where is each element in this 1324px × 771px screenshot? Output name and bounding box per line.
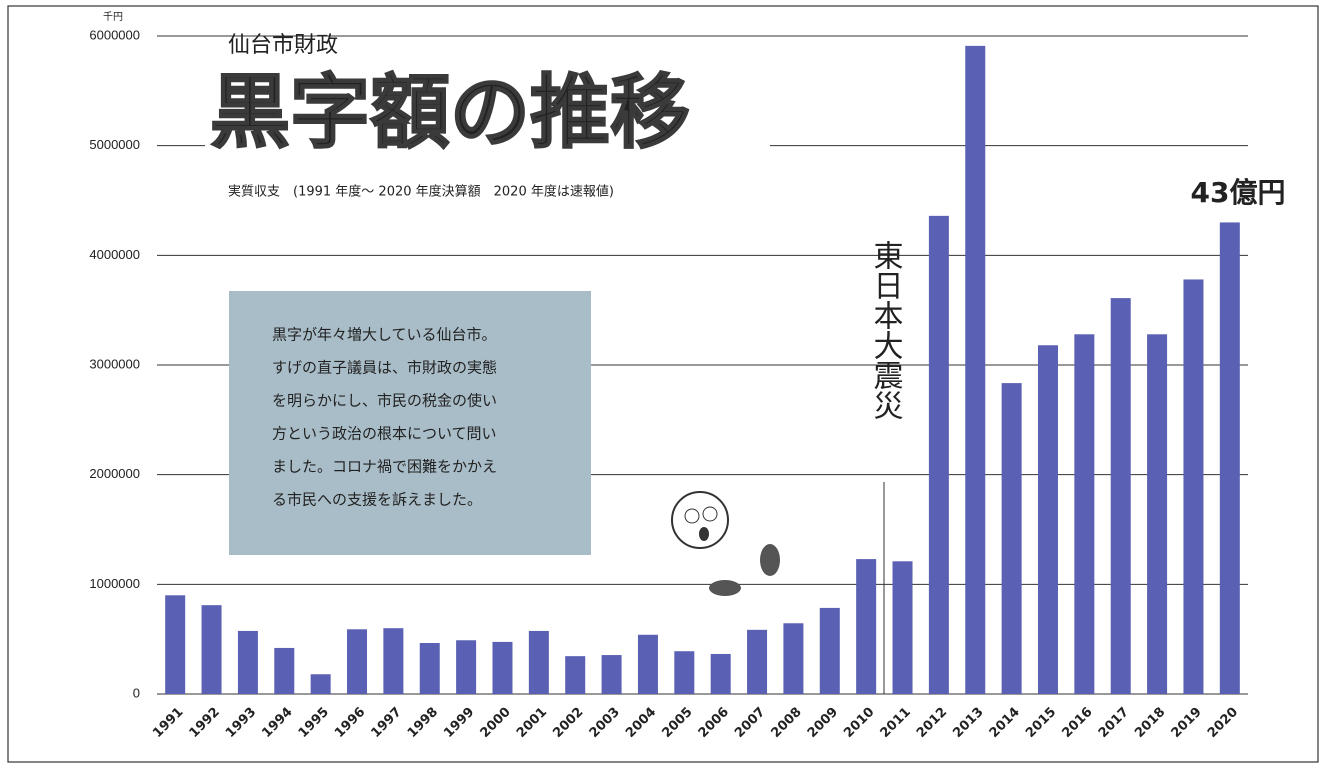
- bar: [383, 628, 403, 694]
- bar: [711, 654, 731, 694]
- bar: [893, 561, 913, 694]
- bar: [347, 629, 367, 694]
- bar: [602, 655, 622, 694]
- bar: [674, 651, 694, 694]
- note-line: を明らかにし、市民の税金の使い: [272, 392, 497, 410]
- bar: [202, 605, 222, 694]
- note-line: 黒字が年々増大している仙台市。: [272, 326, 497, 344]
- event-annotation: 東日本大震災: [868, 240, 904, 420]
- note-line: すげの直子議員は、市財政の実態: [272, 359, 497, 377]
- y-tick-label: 5000000: [89, 137, 140, 152]
- cartoon-foot: [709, 580, 741, 596]
- bar: [965, 46, 985, 694]
- bar: [274, 648, 294, 694]
- bar: [165, 595, 185, 694]
- note-line: 方という政治の根本について問い: [272, 425, 497, 443]
- cartoon-eye: [703, 507, 717, 521]
- cartoon-face: [672, 492, 728, 548]
- y-tick-label: 0: [133, 685, 140, 700]
- cartoon-mouth: [699, 527, 709, 541]
- y-unit: 千円: [103, 11, 123, 23]
- cartoon-eye: [685, 509, 699, 523]
- y-tick-label: 6000000: [89, 27, 140, 42]
- bar: [747, 630, 767, 694]
- bar: [492, 642, 512, 694]
- bar: [1038, 345, 1058, 694]
- bar: [929, 216, 949, 694]
- bar: [820, 608, 840, 694]
- chart-title: 黒字額の推移: [210, 66, 690, 159]
- value-annotation: 43億円: [1191, 176, 1286, 209]
- note-line: る市民への支援を訴えました。: [272, 491, 482, 509]
- bar: [456, 640, 476, 694]
- bar: [420, 643, 440, 694]
- cartoon-foot: [760, 544, 780, 576]
- y-tick-label: 4000000: [89, 247, 140, 262]
- bar: [1074, 334, 1094, 694]
- bar: [1220, 222, 1240, 694]
- bar: [565, 656, 585, 694]
- bar: [529, 631, 549, 694]
- bar: [238, 631, 258, 694]
- bar: [638, 635, 658, 694]
- y-tick-label: 1000000: [89, 576, 140, 591]
- bar: [1183, 279, 1203, 694]
- bar: [311, 674, 331, 694]
- bar: [1002, 383, 1022, 694]
- chart: 黒字が年々増大している仙台市。すげの直子議員は、市財政の実態を明らかにし、市民の…: [0, 0, 1324, 771]
- note-line: ました。コロナ禍で困難をかかえ: [272, 458, 497, 476]
- bar: [783, 623, 803, 694]
- subtitle: 実質収支 (1991 年度～ 2020 年度決算額 2020 年度は速報値): [228, 184, 614, 200]
- supertitle: 仙台市財政: [228, 33, 338, 58]
- bar: [1111, 298, 1131, 694]
- bar: [856, 559, 876, 694]
- bar: [1147, 334, 1167, 694]
- y-tick-label: 3000000: [89, 356, 140, 371]
- y-tick-label: 2000000: [89, 466, 140, 481]
